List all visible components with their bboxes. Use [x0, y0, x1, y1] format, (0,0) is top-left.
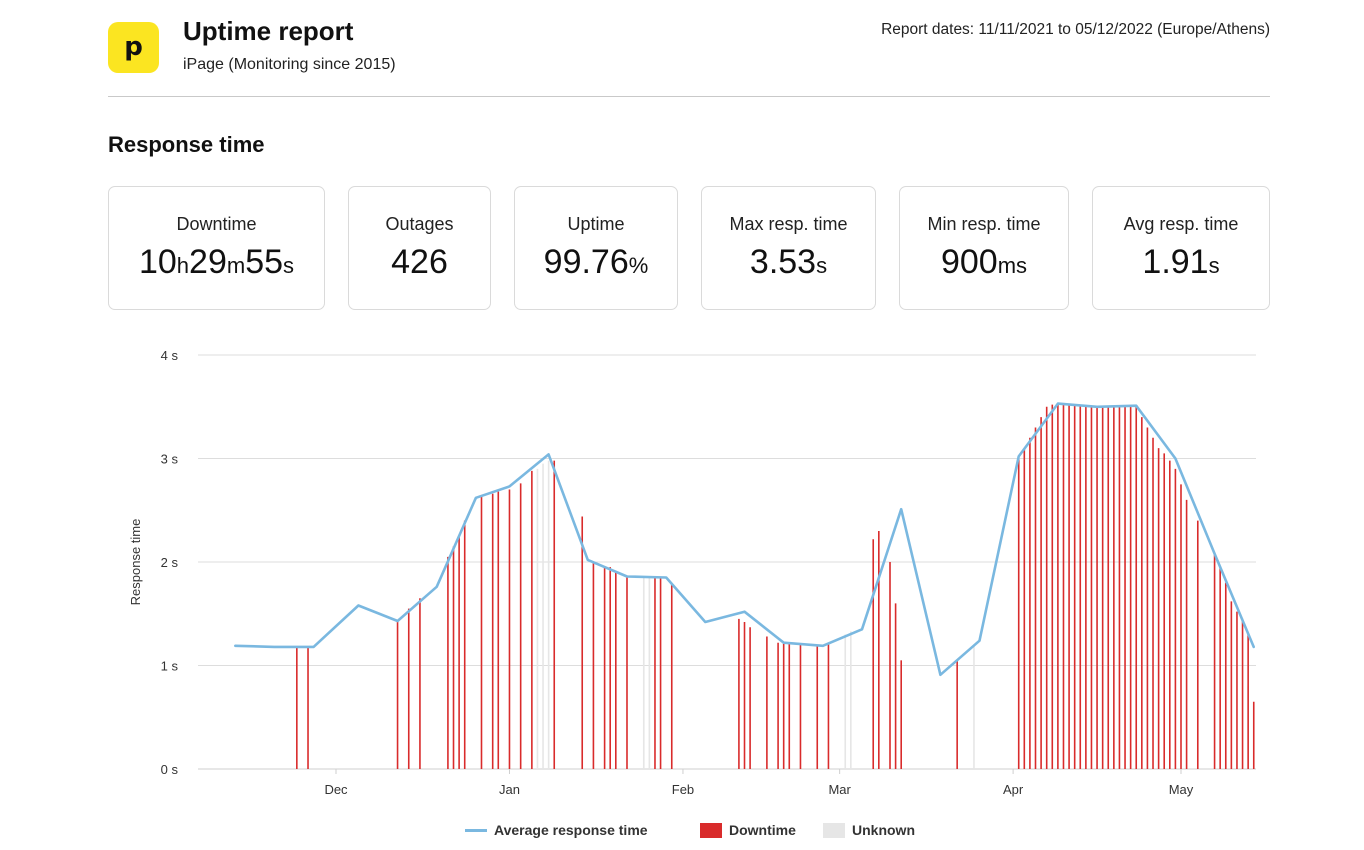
y-tick-label: 1 s — [161, 659, 179, 674]
downtime-minutes-unit: m — [226, 253, 246, 278]
legend-downtime[interactable]: Downtime — [700, 822, 796, 838]
x-tick-label: Jan — [499, 782, 520, 797]
uptime-unit: % — [628, 253, 649, 278]
legend-unknown[interactable]: Unknown — [823, 822, 915, 838]
x-tick-label: May — [1169, 782, 1194, 797]
stat-card-downtime: Downtime 10h29m55s — [108, 186, 325, 310]
logo-letter: p — [124, 31, 143, 62]
section-title: Response time — [108, 132, 265, 157]
max-resp-unit: s — [816, 253, 828, 278]
stat-value-avg-resp: 1.91s — [1093, 243, 1269, 281]
min-resp-unit: ms — [997, 253, 1028, 278]
y-tick-label: 3 s — [161, 452, 179, 467]
stat-card-max-resp: Max resp. time 3.53s — [701, 186, 876, 310]
stat-value-uptime: 99.76% — [515, 243, 677, 281]
stat-value-outages: 426 — [391, 243, 448, 281]
y-tick-label: 4 s — [161, 348, 179, 363]
downtime-hours-unit: h — [176, 253, 190, 278]
downtime-minutes: 29 — [189, 243, 227, 281]
avg-resp-number: 1.91 — [1142, 243, 1209, 281]
max-resp-number: 3.53 — [749, 243, 817, 281]
legend-unknown-swatch — [823, 822, 845, 838]
stat-card-outages: Outages 426 — [348, 186, 491, 310]
avg-resp-unit: s — [1208, 253, 1220, 278]
app-logo: p — [108, 22, 159, 73]
average-response-line — [234, 402, 1255, 677]
legend-unknown-label: Unknown — [852, 822, 915, 838]
report-title: Uptime report — [183, 16, 354, 46]
legend-average[interactable]: Average response time — [465, 822, 648, 838]
x-tick-label: Mar — [828, 782, 851, 797]
stat-value-min-resp: 900ms — [900, 243, 1068, 281]
stat-label-outages: Outages — [385, 214, 454, 234]
y-tick-label: 2 s — [161, 555, 179, 570]
stat-label-min-resp: Min resp. time — [927, 214, 1041, 234]
x-tick-label: Apr — [1003, 782, 1024, 797]
legend-downtime-swatch — [700, 822, 722, 838]
downtime-hours: 10 — [138, 243, 177, 281]
report-dates: Report dates: 11/11/2021 to 05/12/2022 (… — [881, 21, 1270, 38]
downtime-seconds: 55 — [245, 243, 284, 281]
stat-card-uptime: Uptime 99.76% — [514, 186, 678, 310]
uptime-number: 99.76 — [543, 243, 629, 281]
stat-value-max-resp: 3.53s — [702, 243, 875, 281]
stat-label-avg-resp: Avg resp. time — [1123, 214, 1239, 234]
legend-downtime-label: Downtime — [729, 822, 796, 838]
downtime-seconds-unit: s — [283, 253, 295, 278]
legend-line-swatch — [465, 828, 487, 832]
legend-average-label: Average response time — [494, 822, 648, 838]
min-resp-number: 900 — [940, 243, 998, 281]
stat-label-uptime: Uptime — [567, 214, 625, 234]
x-tick-label: Dec — [324, 782, 348, 797]
y-axis-label: Response time — [128, 519, 143, 606]
header-divider — [108, 96, 1270, 97]
stat-label-downtime: Downtime — [176, 214, 257, 234]
y-tick-label: 0 s — [161, 762, 179, 777]
stat-card-min-resp: Min resp. time 900ms — [899, 186, 1069, 310]
stat-value-downtime: 10h29m55s — [109, 243, 324, 281]
stat-label-max-resp: Max resp. time — [729, 214, 848, 234]
report-subtitle: iPage (Monitoring since 2015) — [183, 56, 396, 73]
x-tick-label: Feb — [672, 782, 694, 797]
stat-card-avg-resp: Avg resp. time 1.91s — [1092, 186, 1270, 310]
